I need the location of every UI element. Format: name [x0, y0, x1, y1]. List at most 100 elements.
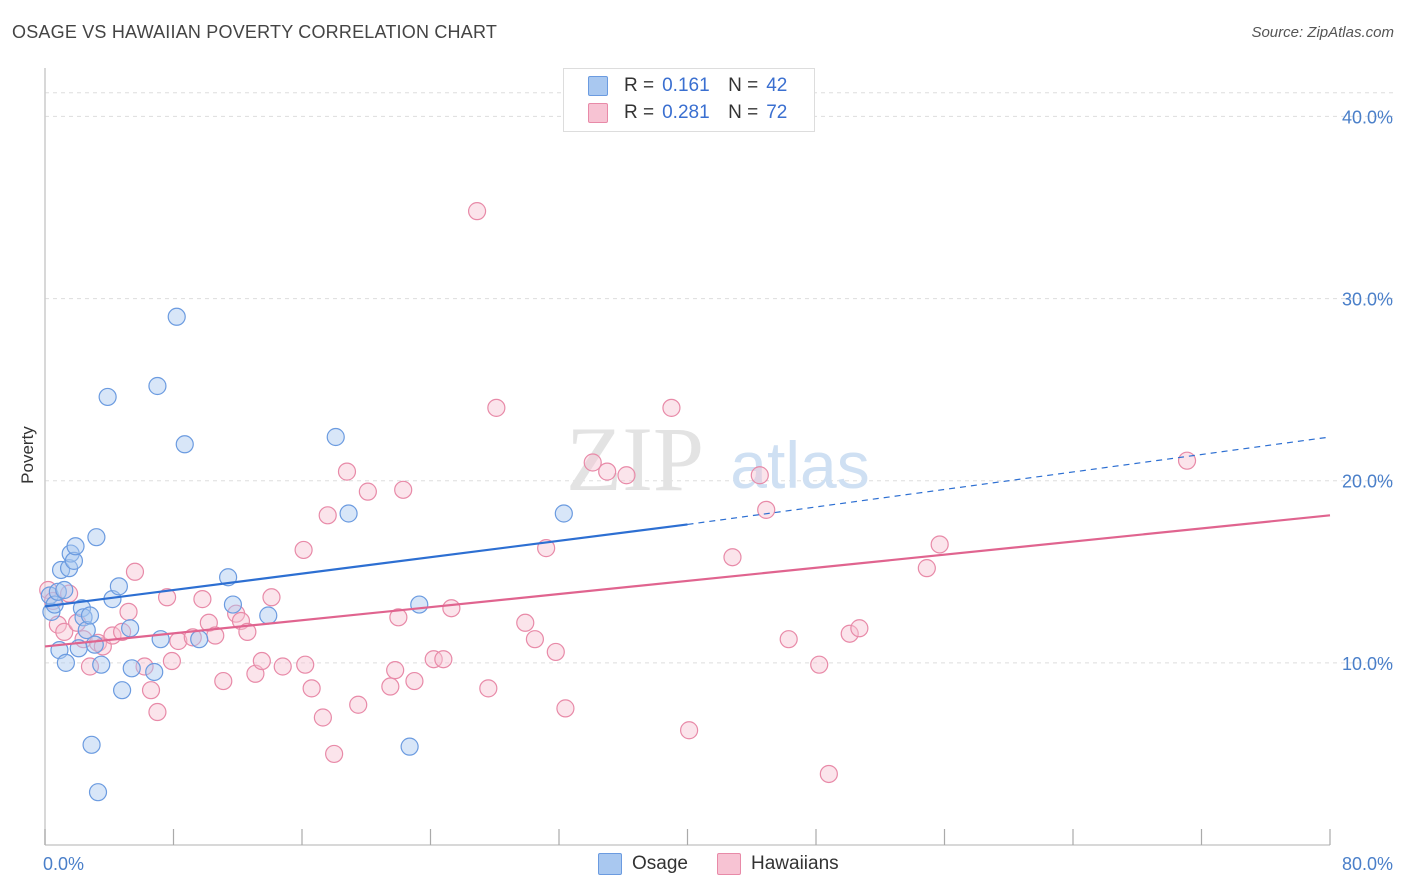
hawaiians-point [214, 671, 233, 691]
hawaiians-point [467, 202, 487, 221]
hawaiians-point [405, 671, 424, 691]
osage-point [339, 504, 358, 523]
hawaiians-point [583, 453, 602, 472]
hawaiians-point [546, 642, 565, 662]
osage-point [109, 577, 128, 596]
osage-point [55, 580, 74, 600]
hawaiians-point [252, 651, 271, 671]
hawaiians-point [157, 588, 177, 607]
bottom-legend-osage: Osage [598, 852, 688, 876]
hawaiians-point [750, 466, 769, 485]
osage-point [145, 662, 164, 682]
y-tick-label: 10.0% [1342, 654, 1393, 674]
osage-swatch [588, 76, 608, 96]
hawaiians-point [757, 500, 776, 519]
hawaiians-point [516, 613, 535, 632]
osage-point [259, 606, 278, 625]
osage-point [77, 620, 96, 640]
hawaiians-point [358, 482, 377, 501]
osage-point [88, 783, 108, 802]
hawaiians-legend-swatch [717, 853, 741, 875]
osage-point [175, 435, 194, 454]
hawaiians-point [337, 462, 357, 481]
hawaiians-point [662, 398, 681, 417]
hawaiians-legend-label: Hawaiians [751, 853, 839, 874]
hawaiians-point [556, 699, 575, 718]
hawaiians-point [917, 559, 936, 578]
osage-point [112, 681, 132, 700]
hawaiians-point [1177, 451, 1197, 470]
hawaiians-n-label: N = [728, 102, 759, 123]
osage-r-value: 0.161 [662, 75, 710, 96]
osage-legend-label: Osage [632, 853, 688, 874]
osage-point [554, 504, 573, 523]
hawaiians-point [617, 466, 636, 485]
osage-point [80, 606, 100, 625]
legend-row-hawaiians: R = 0.281 N = 72 [588, 100, 787, 126]
hawaiians-point [183, 628, 202, 647]
hawaiians-point [434, 650, 453, 669]
osage-trend-extension [687, 436, 1331, 526]
hawaiians-point [141, 681, 161, 700]
hawaiians-point [525, 630, 545, 649]
osage-point [326, 427, 345, 447]
hawaiians-point [238, 622, 257, 641]
hawaiians-point [325, 744, 344, 764]
hawaiians-point [386, 661, 405, 680]
trend-lines [44, 436, 1331, 648]
hawaiians-point [723, 548, 742, 567]
hawaiians-point [819, 764, 838, 784]
osage-n-value: 42 [766, 75, 788, 96]
hawaiians-point [302, 679, 321, 698]
chart-title: OSAGE VS HAWAIIAN POVERTY CORRELATION CH… [12, 22, 498, 42]
bottom-legend-hawaiians: Hawaiians [717, 852, 839, 876]
hawaiians-point [349, 695, 368, 714]
hawaiians-points [39, 202, 1197, 784]
y-tick-label: 20.0% [1342, 472, 1393, 492]
hawaiians-point [148, 702, 167, 722]
correlation-legend: R = 0.161 N = 42 R = 0.281 N = 72 [563, 68, 815, 132]
osage-point [121, 619, 140, 638]
osage-point [122, 659, 141, 678]
hawaiians-point [119, 602, 138, 621]
hawaiians-point [442, 599, 461, 618]
y-tick-label: 40.0% [1342, 107, 1393, 127]
osage-point [64, 551, 84, 570]
watermark-zip: ZIP [566, 408, 704, 510]
hawaiians-point [273, 657, 292, 676]
hawaiians-point [296, 655, 315, 674]
osage-point [410, 595, 429, 614]
hawaiians-n-value: 72 [766, 102, 788, 123]
hawaiians-r-label: R = [624, 102, 655, 123]
hawaiians-point [381, 677, 400, 696]
osage-point [48, 582, 67, 601]
hawaiians-point [162, 651, 181, 671]
osage-point [167, 307, 186, 326]
osage-r-label: R = [624, 75, 655, 96]
osage-point [56, 653, 75, 672]
source-credit: Source: ZipAtlas.com [1251, 24, 1394, 41]
osage-point [87, 528, 106, 547]
watermark-atlas: atlas [730, 428, 869, 502]
hawaiians-point [424, 650, 443, 669]
osage-point [85, 635, 104, 654]
y-tick-label: 30.0% [1342, 290, 1393, 310]
hawaiians-point [125, 562, 145, 581]
x-tick-label-max: 80.0% [1342, 854, 1393, 874]
osage-point [400, 737, 419, 756]
hawaiians-point [680, 721, 699, 740]
osage-n-label: N = [728, 75, 759, 96]
axes [44, 68, 1331, 846]
osage-point [92, 655, 111, 674]
hawaiians-trend-line [44, 514, 1331, 648]
hawaiians-point [840, 624, 859, 643]
hawaiians-point [313, 708, 332, 727]
hawaiians-point [598, 462, 617, 481]
hawaiians-point [487, 398, 506, 417]
hawaiians-point [394, 480, 413, 499]
hawaiians-point [193, 590, 212, 609]
osage-point [190, 630, 209, 649]
hawaiians-point [479, 679, 498, 698]
hawaiians-point [80, 657, 100, 676]
